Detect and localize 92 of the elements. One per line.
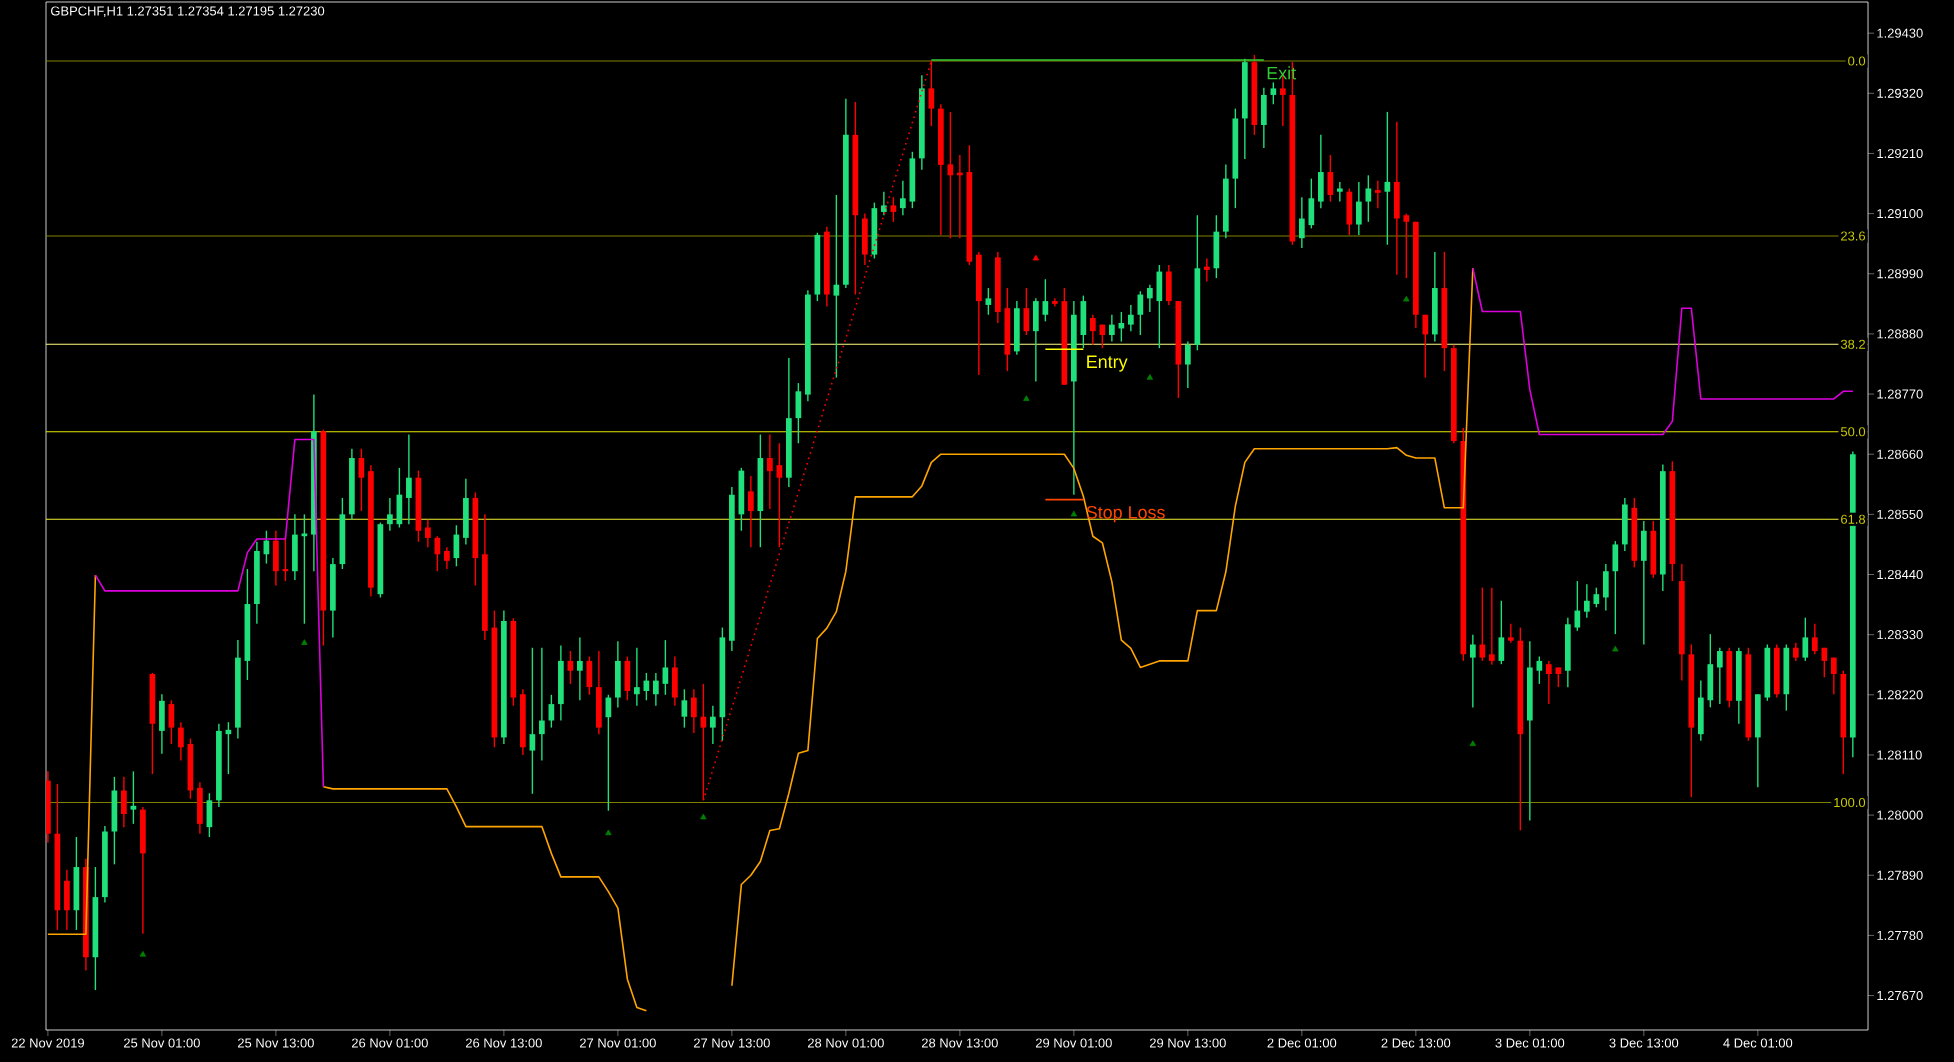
candlestick bbox=[1602, 563, 1609, 612]
candlestick bbox=[1431, 251, 1438, 343]
candlestick bbox=[672, 655, 678, 707]
candlestick bbox=[1783, 643, 1790, 712]
candlestick bbox=[1270, 81, 1277, 105]
candlestick bbox=[767, 433, 773, 510]
candlestick bbox=[1640, 520, 1647, 646]
candlestick bbox=[1014, 300, 1020, 356]
candlestick bbox=[1374, 180, 1381, 209]
point bbox=[1612, 645, 1619, 652]
candlestick bbox=[273, 530, 279, 587]
point bbox=[1146, 374, 1154, 380]
candlestick bbox=[197, 781, 203, 835]
candlestick bbox=[976, 251, 982, 376]
candlestick bbox=[1166, 264, 1172, 306]
candlestick bbox=[710, 705, 716, 745]
candlestick bbox=[548, 694, 555, 729]
candlestick bbox=[1147, 283, 1153, 313]
candlestick bbox=[577, 636, 583, 701]
candlestick bbox=[1773, 643, 1780, 699]
candlestick bbox=[330, 557, 336, 639]
point bbox=[1032, 254, 1040, 261]
candlestick bbox=[881, 191, 887, 216]
point bbox=[139, 950, 147, 957]
candlestick bbox=[653, 672, 659, 707]
candlestick bbox=[130, 770, 137, 825]
candlestick bbox=[1128, 304, 1134, 332]
candlestick bbox=[64, 869, 70, 931]
candlestick bbox=[1469, 633, 1476, 709]
candlestick bbox=[662, 639, 669, 696]
candlestick bbox=[1650, 520, 1657, 579]
candlestick bbox=[1336, 181, 1343, 203]
candlestick bbox=[900, 180, 906, 216]
point bbox=[700, 813, 707, 820]
candlestick bbox=[890, 196, 897, 223]
candlestick bbox=[615, 640, 621, 709]
candlestick bbox=[178, 721, 184, 762]
candlestick bbox=[1621, 497, 1628, 552]
candlestick bbox=[444, 546, 450, 570]
candlestick bbox=[691, 688, 697, 734]
candlestick bbox=[1716, 647, 1723, 705]
candlestick bbox=[121, 776, 127, 828]
candlestick bbox=[463, 478, 469, 546]
candlestick bbox=[387, 497, 393, 532]
candlestick bbox=[159, 693, 165, 755]
candlestick bbox=[1612, 540, 1619, 635]
candlestick bbox=[1109, 314, 1115, 343]
candlestick bbox=[1802, 617, 1809, 662]
candlestick bbox=[1052, 297, 1058, 308]
candlestick bbox=[1365, 174, 1372, 223]
candlestick bbox=[1346, 187, 1353, 236]
candlestick bbox=[596, 650, 602, 735]
candlestick bbox=[1498, 600, 1505, 665]
candlestick bbox=[1042, 278, 1049, 323]
candlestick bbox=[1830, 656, 1837, 695]
candlestick bbox=[1090, 314, 1096, 346]
candlestick bbox=[1488, 586, 1495, 666]
candlestick bbox=[168, 699, 175, 745]
candlestick bbox=[1507, 623, 1514, 644]
candlestick bbox=[985, 287, 992, 316]
candlestick bbox=[111, 776, 118, 866]
candlestick bbox=[406, 433, 412, 525]
candlestick bbox=[862, 212, 868, 266]
candlestick bbox=[529, 647, 536, 795]
candlestick bbox=[1422, 314, 1429, 379]
candlestick bbox=[1327, 154, 1334, 203]
candlestick bbox=[1033, 297, 1039, 383]
point bbox=[1070, 510, 1078, 517]
point bbox=[301, 639, 308, 645]
candlestick bbox=[634, 647, 640, 707]
candlestick bbox=[292, 513, 298, 581]
candlestick bbox=[1479, 586, 1486, 662]
point bbox=[1023, 395, 1030, 401]
series-label: Entry bbox=[1087, 355, 1128, 372]
point bbox=[1403, 295, 1410, 302]
candlestick bbox=[1792, 642, 1799, 662]
candlestick bbox=[1317, 134, 1324, 209]
candlestick bbox=[539, 647, 545, 762]
candlestick bbox=[301, 513, 308, 625]
candlestick bbox=[425, 519, 431, 548]
candlestick bbox=[748, 475, 754, 548]
candlestick bbox=[1185, 340, 1191, 389]
candlestick bbox=[681, 688, 688, 729]
candlestick bbox=[1355, 181, 1362, 236]
candlestick bbox=[558, 644, 564, 722]
candlestick bbox=[1261, 87, 1267, 149]
point bbox=[1469, 740, 1476, 747]
candlestick bbox=[776, 442, 783, 548]
point bbox=[605, 829, 612, 836]
candlestick bbox=[1204, 257, 1210, 283]
candlestick bbox=[140, 806, 146, 935]
candlestick bbox=[1384, 111, 1391, 246]
